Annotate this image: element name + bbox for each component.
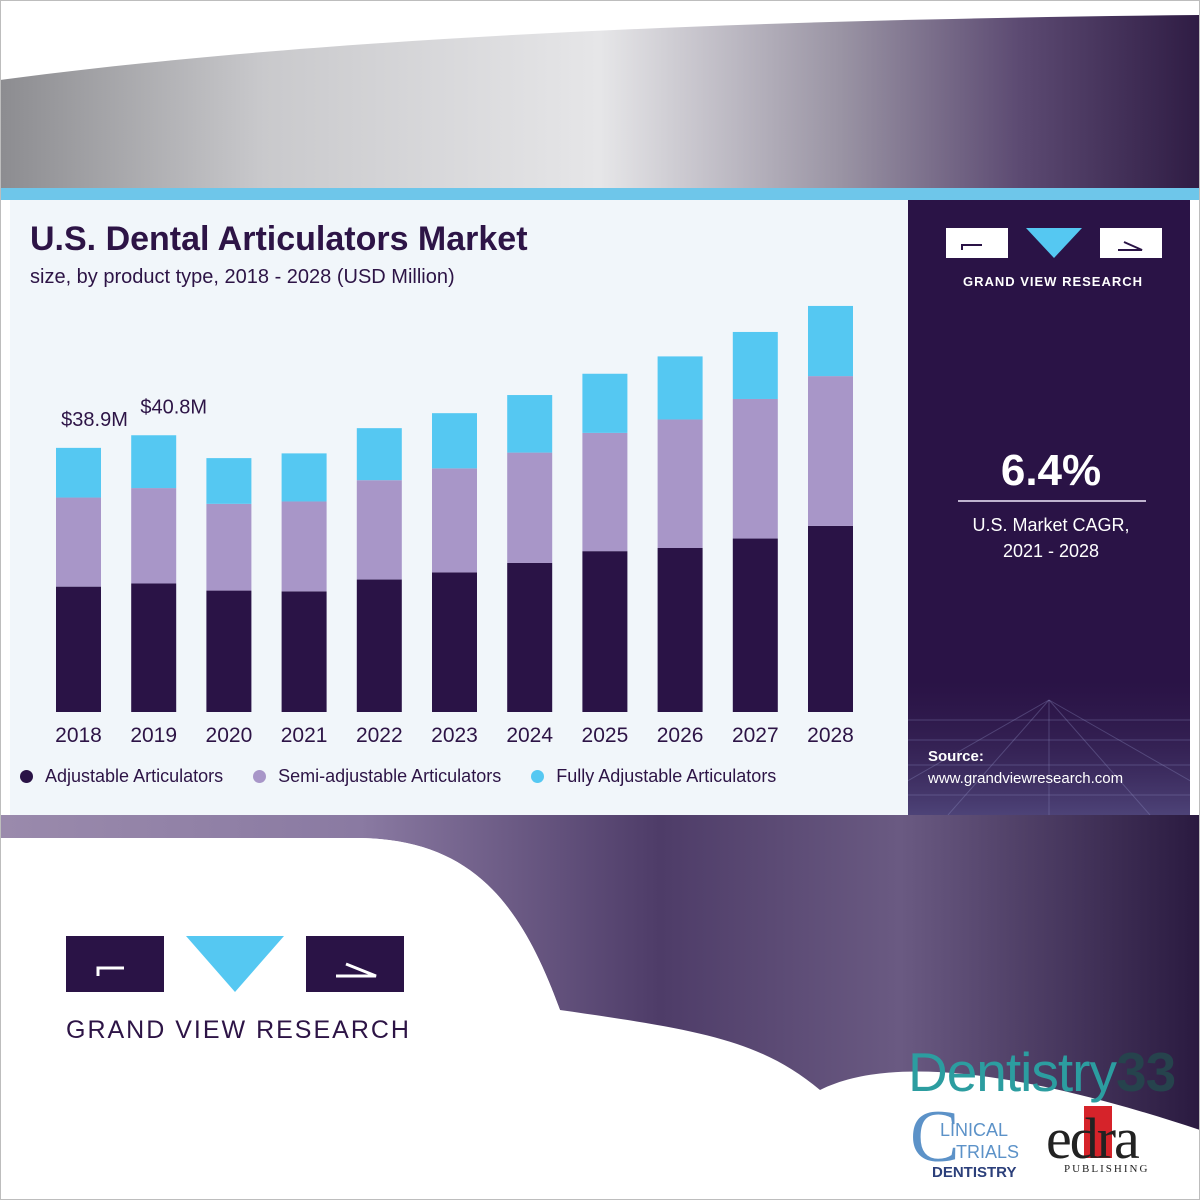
x-tick-label: 2023 (431, 724, 478, 747)
bar-2022-series-1 (356, 579, 402, 712)
bar-2021-series-3 (281, 453, 327, 502)
legend-label: Semi-adjustable Articulators (278, 766, 502, 786)
bar-2022-series-3 (356, 428, 402, 481)
legend-item: Semi-adjustable Articulators (253, 766, 501, 787)
bar-2028-series-2 (808, 376, 853, 526)
data-label: $40.8M (140, 396, 207, 418)
bar-2027-series-2 (732, 398, 778, 539)
x-tick-label: 2021 (281, 724, 328, 747)
footer-brand-name: GRAND VIEW RESEARCH (66, 1016, 411, 1044)
cagr-divider (958, 500, 1146, 502)
bar-2023-series-1 (432, 572, 477, 712)
bar-2027-series-3 (732, 331, 778, 399)
legend-label: Adjustable Articulators (45, 766, 224, 786)
labels-layer: 2018 2019 2020 2021 2022 2023 2024 2025 2026 2027… (55, 396, 854, 747)
legend-dot-icon (531, 770, 545, 783)
bars-layer (56, 305, 853, 712)
legend-label: Fully Adjustable Articulators (556, 766, 777, 786)
x-tick-label: 2022 (356, 724, 403, 747)
source-label: Source: (928, 748, 984, 765)
source-url[interactable]: www.grandviewresearch.com (928, 770, 1124, 787)
bar-2023-series-3 (432, 413, 477, 469)
x-tick-label: 2020 (206, 724, 253, 747)
bar-2026-series-3 (657, 356, 703, 420)
bar-2028-series-3 (808, 305, 853, 377)
edra-logo-text: edra (1046, 1106, 1140, 1171)
bar-2024-series-1 (507, 562, 553, 712)
x-tick-label: 2028 (807, 724, 854, 747)
bar-2021-series-2 (281, 501, 327, 592)
x-tick-label: 2027 (732, 724, 779, 747)
x-tick-label: 2025 (582, 724, 629, 747)
x-tick-label: 2024 (506, 724, 553, 747)
x-tick-label: 2026 (657, 724, 704, 747)
bar-2028-series-1 (808, 525, 853, 712)
bar-2020-series-2 (206, 503, 252, 591)
clinical-trials-line2: TRIALS (956, 1142, 1020, 1162)
cagr-value: 6.4% (1000, 446, 1102, 495)
bar-2025-series-2 (582, 432, 628, 552)
bar-2019-series-1 (131, 583, 177, 712)
clinical-trials-line3: DENTISTRY (932, 1164, 1017, 1181)
clinical-trials-line1: LINICAL (940, 1120, 1009, 1140)
chart-subtitle: size, by product type, 2018 - 2028 (USD … (30, 266, 455, 288)
legend-item: Adjustable Articulators (20, 766, 223, 787)
bar-2025-series-1 (582, 551, 628, 712)
cagr-label-line2: 2021 - 2028 (1002, 541, 1100, 561)
bar-2023-series-2 (432, 468, 477, 573)
dentistry33-text: Dentistry (908, 1041, 1117, 1103)
bar-2025-series-3 (582, 373, 628, 433)
legend-item: Fully Adjustable Articulators (531, 766, 776, 787)
bar-2020-series-1 (206, 590, 252, 712)
dentistry33-logo: Dentistry33 (908, 1040, 1176, 1104)
bar-2018-series-3 (56, 447, 101, 498)
bar-2024-series-3 (507, 395, 553, 453)
side-brand-name: GRAND VIEW RESEARCH (962, 274, 1144, 289)
bar-2024-series-2 (507, 452, 553, 563)
gvr-logo-large (66, 936, 404, 992)
chart-title: U.S. Dental Articulators Market (30, 220, 528, 258)
cagr-label: U.S. Market CAGR, 2021 - 2028 (958, 512, 1144, 564)
edra-publishing: PUBLISHING (1064, 1163, 1150, 1175)
grid-floor-graphic (908, 680, 1190, 815)
chart-legend: Adjustable Articulators Semi-adjustable A… (20, 766, 806, 787)
bar-2022-series-2 (356, 480, 402, 580)
bar-2018-series-1 (56, 586, 101, 712)
bar-2019-series-3 (131, 435, 177, 489)
x-tick-label: 2018 (55, 724, 102, 747)
dentistry33-number: 33 (1116, 1041, 1176, 1103)
cagr-label-line1: U.S. Market CAGR, (972, 515, 1130, 535)
side-panel (908, 200, 1190, 815)
clinical-trials-c-letter: C (910, 1096, 960, 1178)
bar-2027-series-1 (732, 538, 778, 712)
stacked-bar-chart: 2018 2019 2020 2021 2022 2023 2024 2025 2026 2027… (55, 305, 854, 747)
bar-2021-series-1 (281, 591, 327, 712)
bar-2018-series-2 (56, 497, 101, 587)
bar-2019-series-2 (131, 488, 177, 584)
gvr-logo-small (946, 228, 1162, 258)
bar-2026-series-1 (657, 548, 703, 712)
x-tick-label: 2019 (130, 724, 177, 747)
edra-red-block (1084, 1106, 1112, 1158)
legend-dot-icon (253, 770, 267, 783)
legend-dot-icon (20, 770, 33, 783)
bar-2026-series-2 (657, 419, 703, 548)
data-label: $38.9M (61, 409, 128, 431)
bar-2020-series-3 (206, 458, 252, 504)
